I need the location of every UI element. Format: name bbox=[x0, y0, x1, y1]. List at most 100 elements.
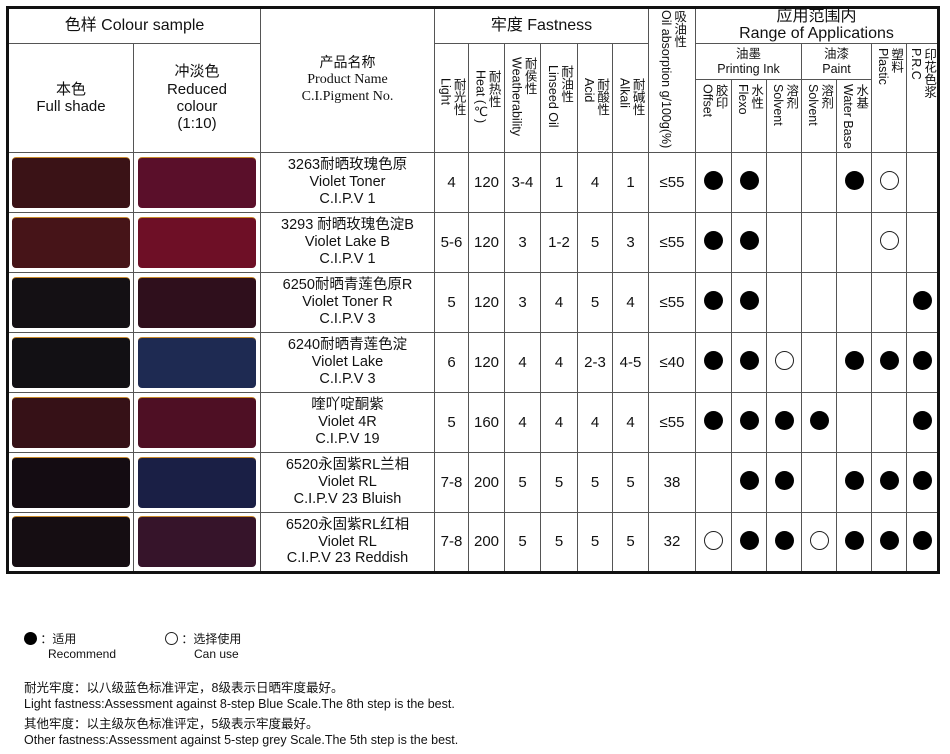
fastness-col-header: 耐热性 Heat (℃) bbox=[468, 43, 505, 153]
filled-circle-icon bbox=[704, 351, 723, 371]
full-shade-cn: 本色 bbox=[55, 80, 86, 98]
printing-ink-cn: 油墨 bbox=[735, 47, 761, 62]
acid-value: 2-3 bbox=[577, 331, 613, 393]
application-cell bbox=[836, 451, 872, 513]
application-cell bbox=[731, 451, 767, 513]
full-shade-swatch bbox=[12, 276, 130, 328]
reduced-colour-header: 冲淡色 Reduced colour (1:10) bbox=[133, 43, 261, 153]
pigment-ci: C.I.P.V 19 bbox=[315, 430, 380, 447]
product-name-cell: 3293 耐晒玫瑰色淀B Violet Lake B C.I.P.V 1 bbox=[260, 211, 435, 273]
application-cell bbox=[836, 271, 872, 333]
open-circle-icon bbox=[704, 530, 723, 550]
paint-header: 油漆 Paint bbox=[801, 43, 872, 80]
weather-value: 5 bbox=[504, 511, 541, 573]
application-cell bbox=[871, 451, 907, 513]
filled-circle-icon bbox=[844, 171, 864, 191]
reduced-colour-swatch bbox=[138, 516, 256, 568]
full-shade-cell bbox=[7, 511, 134, 573]
application-cell bbox=[766, 271, 802, 333]
linseed-value: 5 bbox=[540, 511, 578, 573]
fastness-col-header: 耐碱性 Alkali bbox=[612, 43, 649, 153]
label-en: Water Base bbox=[841, 84, 855, 149]
label-cn: 耐碱性 bbox=[630, 77, 645, 116]
reduced-colour-swatch bbox=[138, 156, 256, 208]
acid-value: 5 bbox=[577, 511, 613, 573]
weather-value: 3-4 bbox=[504, 151, 541, 213]
label-cn: 耐油性 bbox=[559, 65, 574, 103]
label-cn: 耐热性 bbox=[486, 69, 501, 108]
table-row: 3263耐晒玫瑰色原 Violet Toner C.I.P.V 1 4 120 3-4… bbox=[7, 151, 939, 213]
pigment-ci: C.I.P.V 3 bbox=[319, 370, 376, 387]
light-value: 5 bbox=[434, 391, 469, 453]
label-en: Heat (℃) bbox=[473, 69, 488, 124]
application-cell bbox=[906, 331, 939, 393]
filled-circle-icon bbox=[809, 411, 829, 431]
product-name-cn: 喹吖啶酮紫 bbox=[311, 397, 384, 414]
application-cell bbox=[871, 331, 907, 393]
application-cell bbox=[906, 511, 939, 573]
product-name-cn: 3293 耐晒玫瑰色淀B bbox=[281, 217, 414, 234]
application-cell bbox=[836, 211, 872, 273]
reduced-colour-cell bbox=[133, 211, 261, 273]
application-cell bbox=[695, 271, 732, 333]
application-cell bbox=[836, 151, 872, 213]
application-cell bbox=[695, 451, 732, 513]
light-value: 7-8 bbox=[434, 451, 469, 513]
full-shade-swatch bbox=[12, 216, 130, 268]
full-shade-cell bbox=[7, 391, 134, 453]
application-cell bbox=[695, 331, 732, 393]
paint-en: Paint bbox=[822, 61, 851, 76]
filled-circle-icon bbox=[24, 632, 37, 645]
filled-circle-icon bbox=[774, 530, 794, 550]
recommend-en: Recommend bbox=[48, 647, 117, 661]
application-cell bbox=[731, 271, 767, 333]
label-cn: 溶剂 bbox=[784, 84, 799, 109]
fastness-col-header: 耐侯性 Weatherability bbox=[504, 43, 541, 153]
product-en: Product Name bbox=[307, 72, 388, 88]
app-col-header: 溶剂 Solvent bbox=[801, 79, 837, 153]
application-cell bbox=[801, 391, 837, 453]
application-cell bbox=[766, 331, 802, 393]
alkali-value: 5 bbox=[612, 451, 649, 513]
full-shade-cell bbox=[7, 151, 134, 213]
product-name-en: Violet RL bbox=[318, 533, 377, 550]
product-name-cell: 6520永固紫RL红相 Violet RL C.I.P.V 23 Reddish bbox=[260, 511, 435, 573]
filled-circle-icon bbox=[774, 471, 794, 491]
full-shade-swatch bbox=[12, 456, 130, 508]
reduced-colour-swatch bbox=[138, 456, 256, 508]
product-name-cn: 3263耐晒玫瑰色原 bbox=[287, 157, 408, 174]
linseed-value: 4 bbox=[540, 331, 578, 393]
filled-circle-icon bbox=[739, 231, 759, 251]
light-value: 5 bbox=[434, 271, 469, 333]
app-col-header: 塑料 Plastic bbox=[871, 43, 907, 153]
oil-value: ≤55 bbox=[648, 151, 696, 213]
product-name-en: Violet Lake bbox=[311, 354, 384, 371]
weather-value: 4 bbox=[504, 391, 541, 453]
application-cell bbox=[766, 511, 802, 573]
linseed-value: 5 bbox=[540, 451, 578, 513]
fastness-header: 牢度 Fastness bbox=[434, 7, 649, 44]
other-note-en: Other fastness:Assessment against 5-step… bbox=[24, 733, 459, 747]
filled-circle-icon bbox=[912, 530, 932, 550]
vertical-label: 耐碱性 Alkali bbox=[617, 77, 645, 116]
product-name-cell: 喹吖啶酮紫 Violet 4R C.I.P.V 19 bbox=[260, 391, 435, 453]
full-shade-swatch bbox=[12, 336, 130, 388]
recommend-cn: ：适用 bbox=[40, 632, 77, 646]
full-shade-swatch bbox=[12, 396, 130, 448]
label-en: Acid bbox=[582, 77, 596, 102]
pigment-ci: C.I.P.V 3 bbox=[319, 310, 376, 327]
pigment-ci: C.I.P.V 1 bbox=[319, 190, 376, 207]
linseed-value: 1 bbox=[540, 151, 578, 213]
full-shade-cell bbox=[7, 271, 134, 333]
application-cell bbox=[766, 391, 802, 453]
acid-value: 5 bbox=[577, 451, 613, 513]
label-cn: 印花色浆 bbox=[922, 48, 937, 98]
acid-value: 4 bbox=[577, 151, 613, 213]
open-circle-icon bbox=[809, 530, 829, 550]
full-shade-header: 本色 Full shade bbox=[7, 43, 134, 153]
linseed-value: 1-2 bbox=[540, 211, 578, 273]
application-cell bbox=[801, 271, 837, 333]
vertical-label: 耐侯性 Weatherability bbox=[509, 56, 537, 136]
range-of-applications-header: 应用范围内 Range of Applications bbox=[695, 7, 939, 44]
label-cn: 耐侯性 bbox=[522, 56, 537, 95]
